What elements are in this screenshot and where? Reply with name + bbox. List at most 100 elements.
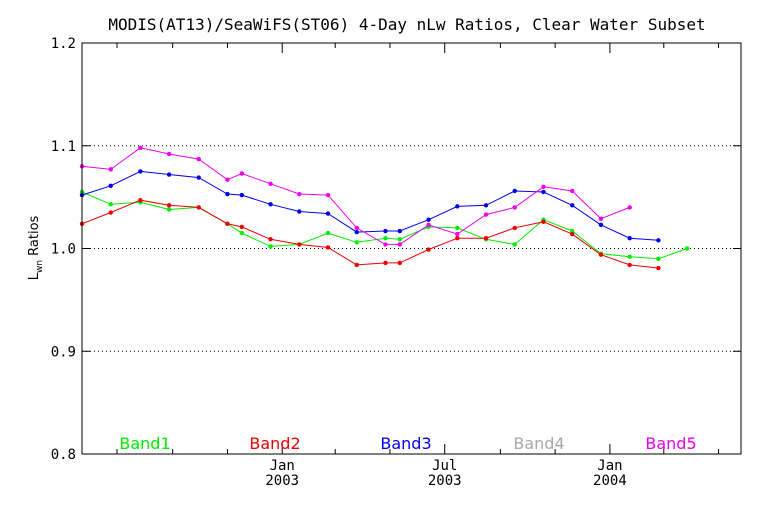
series-line-band2: [81, 199, 659, 269]
data-point-band3: [166, 172, 172, 177]
data-point-band2: [239, 224, 245, 230]
legend-entry-band3: Band3: [380, 434, 431, 453]
data-point-band3: [598, 222, 604, 228]
data-point-band2: [397, 260, 403, 266]
data-point-band3: [383, 228, 388, 234]
data-point-band1: [383, 236, 388, 241]
data-point-band3: [196, 175, 201, 180]
series-line-band1: [81, 191, 688, 260]
data-point-band1: [684, 246, 690, 251]
data-point-band3: [268, 202, 273, 207]
data-point-band5: [483, 212, 489, 217]
data-point-band5: [297, 191, 302, 197]
data-point-band1: [570, 228, 575, 234]
data-point-band2: [196, 205, 201, 210]
data-point-band3: [455, 204, 460, 209]
x-tick-label-year: 2004: [593, 473, 627, 489]
data-point-band2: [627, 262, 632, 268]
data-point-band2: [108, 210, 113, 215]
x-tick-label-month: Jan: [270, 458, 295, 474]
x-tick-label-month: Jul: [432, 458, 457, 474]
data-point-band3: [656, 238, 661, 243]
data-point-band5: [455, 231, 460, 237]
data-point-band2: [483, 236, 489, 241]
data-point-band5: [383, 242, 388, 247]
data-point-band1: [455, 225, 460, 231]
data-point-band2: [598, 252, 604, 257]
data-point-band3: [138, 169, 143, 174]
series-line-band3: [81, 170, 659, 241]
data-point-band5: [108, 167, 113, 172]
data-point-band2: [354, 262, 359, 268]
data-point-band1: [354, 240, 359, 245]
y-tick-label: 0.8: [51, 447, 76, 463]
legend-entry-band5: Band5: [645, 434, 696, 453]
gridlines: [82, 145, 741, 352]
data-point-band3: [297, 209, 302, 214]
data-point-band2: [166, 203, 172, 208]
data-point-band5: [541, 184, 546, 190]
data-point-band2: [570, 231, 575, 237]
y-tick-label: 1.0: [51, 242, 76, 258]
data-point-band5: [325, 192, 331, 198]
data-point-band5: [166, 151, 172, 157]
data-point-band3: [627, 236, 632, 241]
data-point-band2: [541, 219, 546, 224]
data-point-band1: [325, 230, 331, 236]
data-point-band3: [570, 203, 575, 208]
data-point-band3: [512, 188, 517, 194]
data-point-band5: [512, 205, 517, 210]
data-point-band5: [426, 222, 431, 228]
y-tick-label: 1.2: [51, 36, 76, 52]
legend: Band1 Band2 Band3 Band4 Band5: [119, 434, 696, 453]
data-point-band3: [541, 189, 546, 195]
data-point-band1: [656, 256, 661, 261]
data-point-band2: [138, 198, 143, 203]
x-tick-label-month: Jan: [597, 458, 622, 474]
data-point-band3: [354, 229, 359, 235]
data-point-band3: [108, 183, 113, 189]
data-point-band2: [426, 247, 431, 252]
data-point-band5: [268, 181, 273, 186]
data-point-band2: [297, 242, 302, 247]
data-point-band3: [225, 191, 230, 197]
data-point-band1: [108, 202, 113, 207]
data-point-band3: [483, 203, 489, 208]
data-point-band5: [354, 225, 359, 231]
data-point-band2: [268, 237, 273, 242]
x-tick-label-year: 2003: [428, 473, 462, 489]
data-point-band2: [512, 225, 517, 231]
data-point-band5: [138, 145, 143, 151]
y-axis-label-suffix: Ratios: [27, 215, 42, 260]
chart-title: MODIS(AT13)/SeaWiFS(ST06) 4-Day nLw Rati…: [108, 15, 705, 34]
data-point-band2: [383, 260, 388, 266]
data-point-band5: [239, 171, 245, 176]
series-layer: [79, 145, 690, 271]
data-point-band5: [397, 242, 403, 247]
data-point-band2: [225, 221, 230, 227]
data-point-band5: [196, 156, 201, 162]
data-point-band1: [627, 254, 632, 259]
data-point-band2: [455, 236, 460, 241]
data-point-band3: [325, 211, 331, 216]
data-point-band3: [239, 192, 245, 198]
legend-entry-band2: Band2: [249, 434, 300, 453]
data-point-band1: [166, 207, 172, 212]
data-point-band1: [268, 244, 273, 249]
y-tick-label: 0.9: [51, 344, 76, 360]
data-point-band2: [656, 265, 661, 271]
y-axis-label-subscript: wn: [35, 260, 45, 273]
data-point-band5: [570, 188, 575, 194]
data-point-band5: [627, 205, 632, 210]
y-tick-label: 1.1: [51, 139, 76, 155]
legend-entry-band4: Band4: [513, 434, 564, 453]
data-point-band1: [397, 237, 403, 242]
data-point-band5: [225, 177, 230, 182]
data-point-band1: [239, 230, 245, 236]
x-tick-label-year: 2003: [265, 473, 299, 489]
data-point-band5: [598, 216, 604, 221]
data-point-band2: [325, 245, 331, 250]
